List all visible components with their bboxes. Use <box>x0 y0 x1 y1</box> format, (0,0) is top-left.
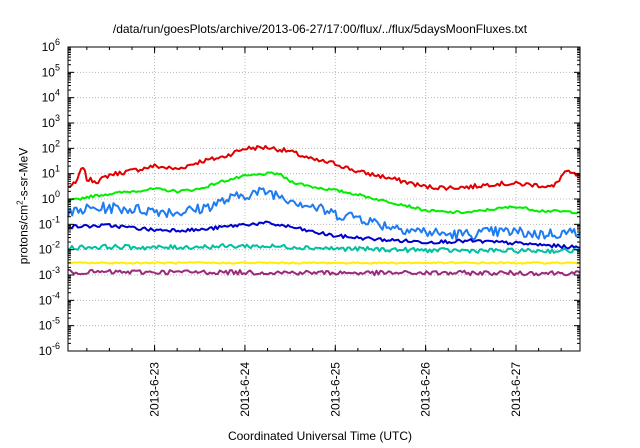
y-tick-label: 10-4 <box>39 290 60 307</box>
series-layer <box>67 144 581 277</box>
x-tick-label: 2013-6-24 <box>238 362 252 417</box>
series-line <box>68 243 581 255</box>
x-tick-label: 2013-6-27 <box>509 362 523 417</box>
y-axis-label-units: -s-sr-MeV <box>16 147 31 201</box>
y-axis-label: protons/cm2-s-sr-MeV <box>16 148 31 264</box>
y-tick-label: 10-6 <box>39 341 60 358</box>
y-tick-label: 10-2 <box>39 240 60 257</box>
x-tick-label: 2013-6-25 <box>328 362 342 417</box>
series-line <box>67 220 581 250</box>
series-line <box>68 268 581 277</box>
y-tick-label: 106 <box>42 37 60 54</box>
x-tick-label: 2013-6-23 <box>148 362 162 417</box>
chart-title: /data/run/goesPlots/archive/2013-06-27/1… <box>112 22 528 36</box>
x-tick-label: 2013-6-26 <box>419 362 433 417</box>
grid <box>68 47 580 351</box>
y-tick-label: 102 <box>42 138 60 155</box>
y-tick-label: 104 <box>42 88 60 105</box>
y-tick-label: 10-3 <box>39 265 60 282</box>
y-tick-label: 105 <box>42 62 60 79</box>
y-axis-label-container: protons/cm2-s-sr-MeV <box>10 96 36 316</box>
y-axis-label-superscript: 2 <box>15 200 25 205</box>
series-line <box>67 171 581 215</box>
y-tick-label: 100 <box>42 189 60 206</box>
x-axis-label: Coordinated Universal Time (UTC) <box>227 429 413 443</box>
tick-marks <box>68 46 580 352</box>
series-line <box>67 144 581 191</box>
series-line <box>67 186 581 241</box>
y-tick-label: 101 <box>42 164 60 181</box>
x-tick-labels: 2013-6-23 2013-6-24 2013-6-25 2013-6-26 2013… <box>148 362 523 417</box>
y-tick-label: 10-5 <box>39 316 60 333</box>
y-tick-label: 10-1 <box>39 214 60 231</box>
y-tick-label: 103 <box>42 113 60 130</box>
y-tick-labels: 10-6 10-5 10-4 10-3 10-2 10-1 100 101 102 103 104 1… <box>39 37 60 358</box>
y-axis-label-main: protons/cm <box>16 204 31 265</box>
series-line <box>67 261 581 265</box>
